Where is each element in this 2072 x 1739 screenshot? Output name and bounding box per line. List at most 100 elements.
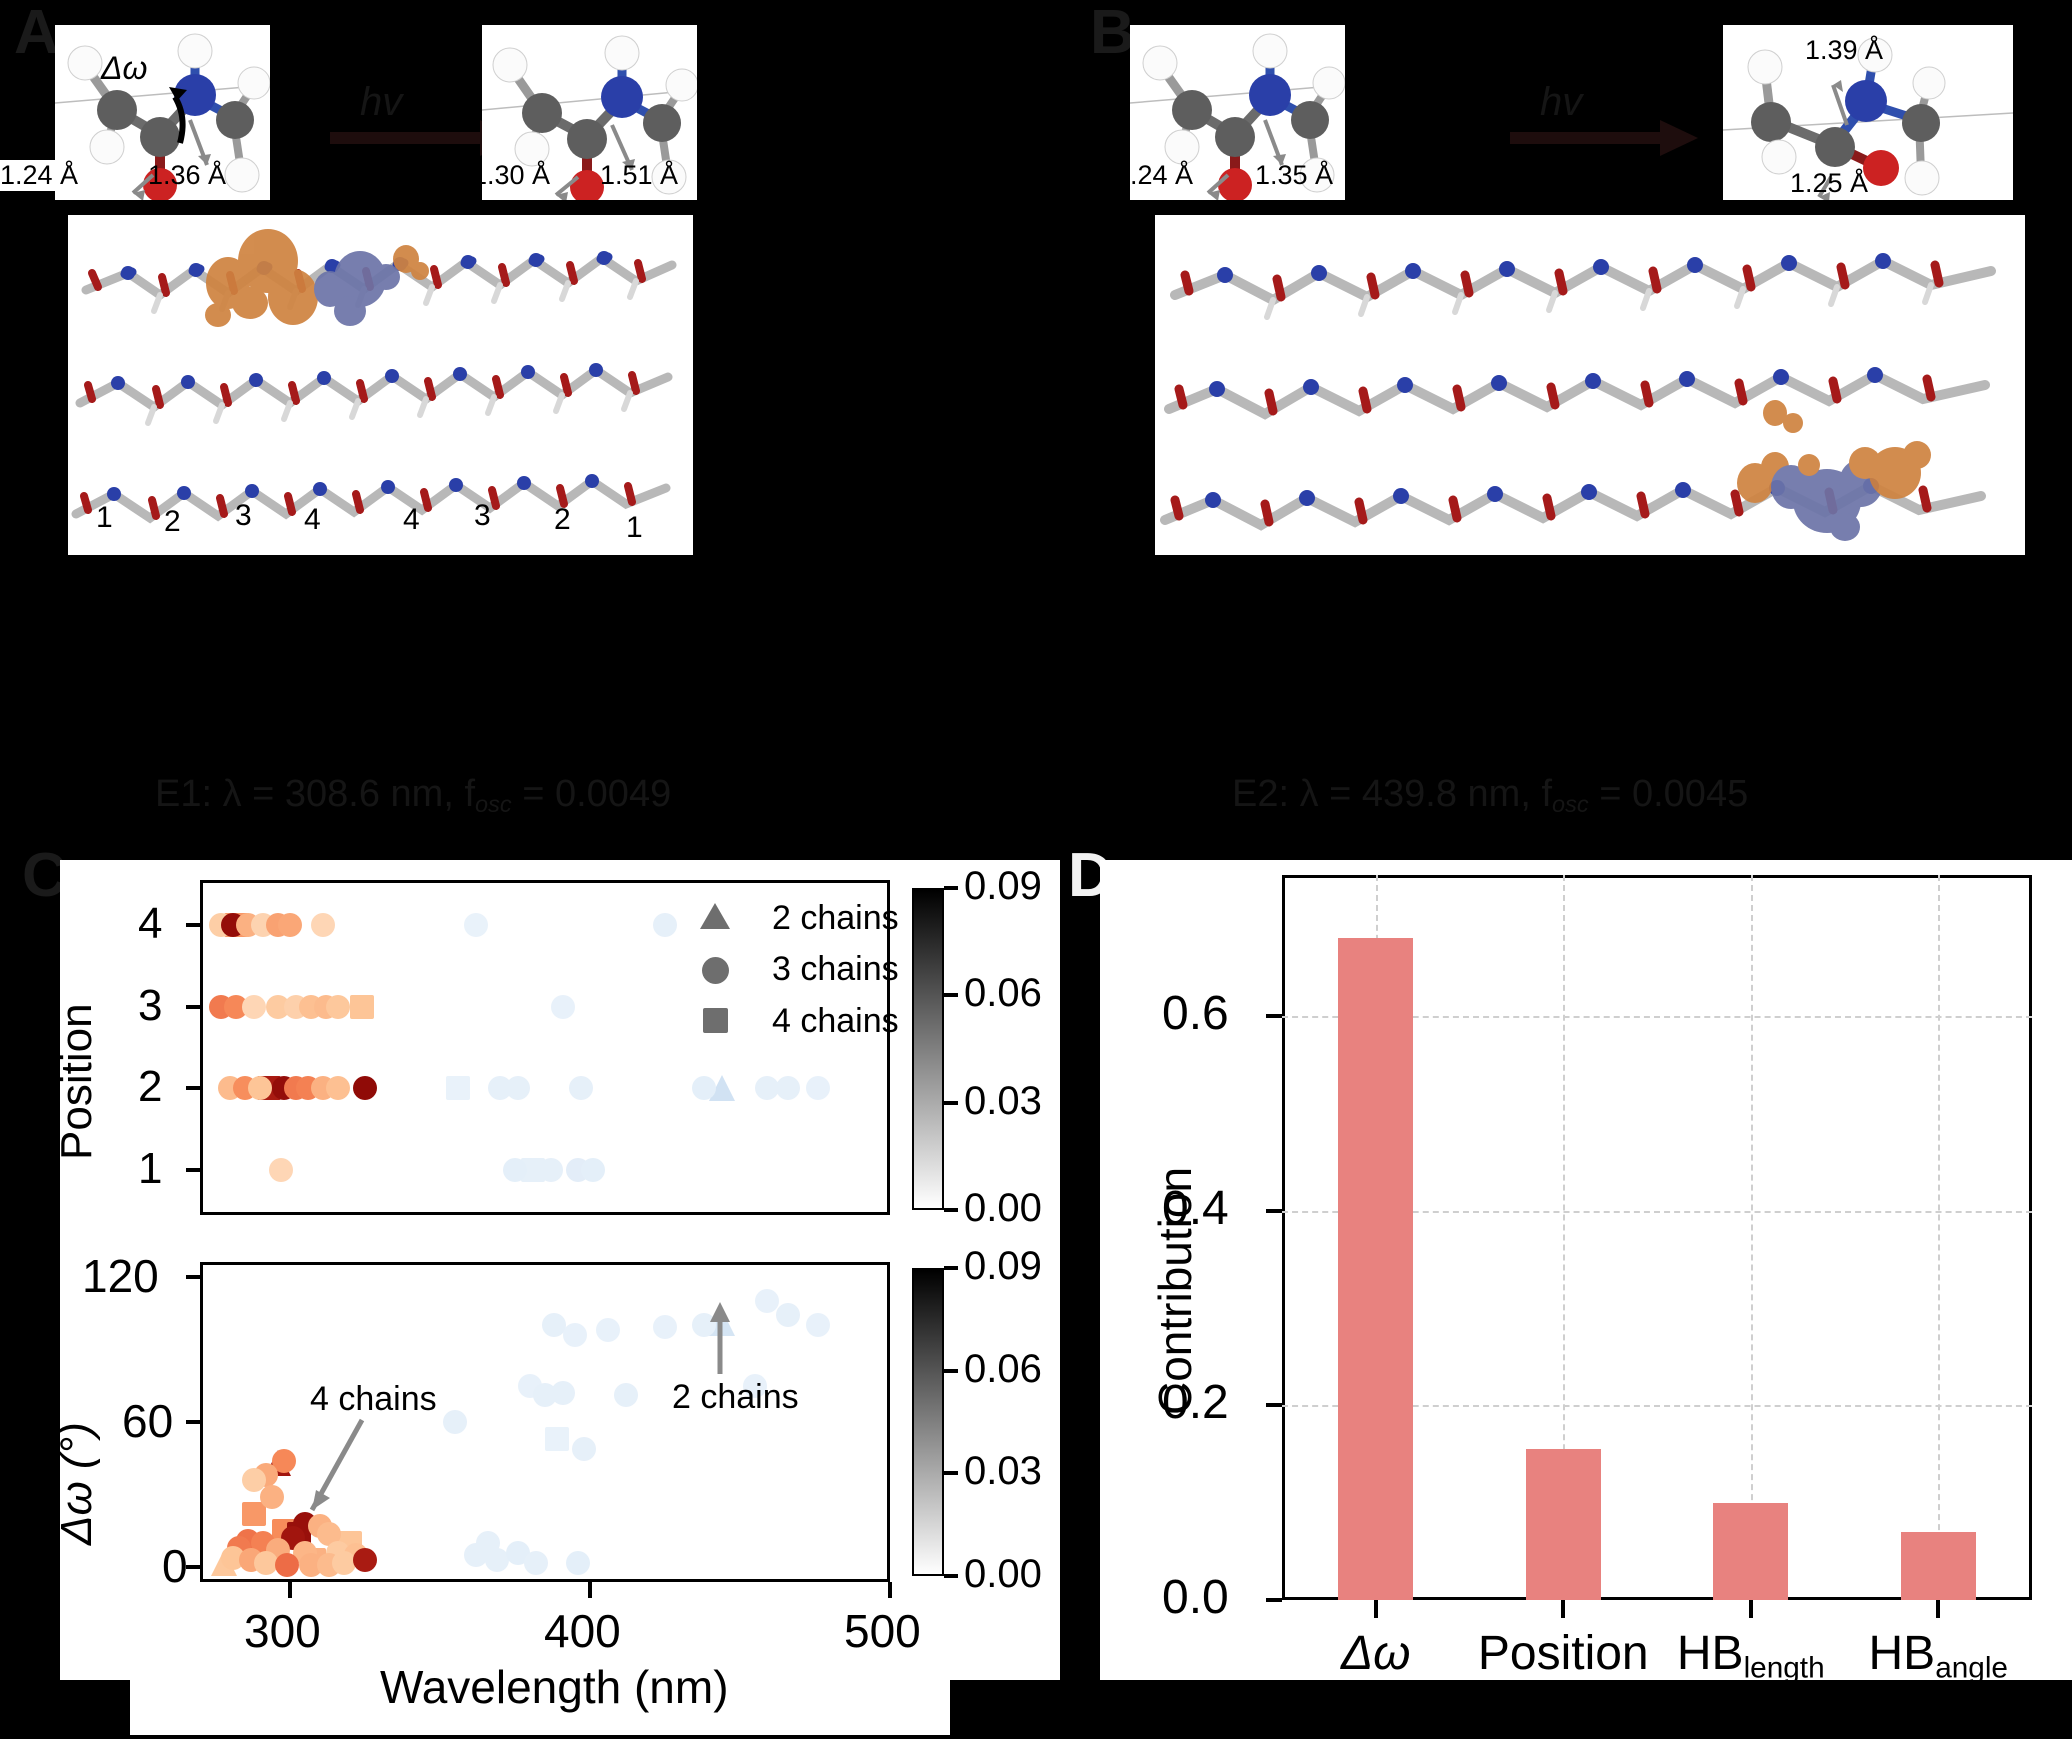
molecule-render-a-excited (482, 35, 697, 200)
panel-c-top-ytick-label: 2 (138, 1062, 163, 1112)
panel-c-bottom-cbar-tick (944, 1471, 958, 1476)
scatter-point (443, 1410, 467, 1434)
panel-c-bottom-ytick-label: 120 (82, 1249, 159, 1302)
scatter-point (692, 1313, 716, 1338)
annotation-2-chains-arrow (710, 1302, 730, 1374)
scatter-point (446, 1076, 470, 1101)
delta-omega-label-a: Δω (101, 50, 148, 86)
panel-b-right-bond-label-2: 1.25 Å (1790, 168, 1869, 198)
scatter-point (776, 1303, 800, 1328)
legend-marker-triangle-icon (700, 903, 730, 929)
panel-c-top-ytick (186, 922, 200, 927)
panel-b-left-bond-label-1: 1.24 Å (1115, 160, 1194, 190)
panel-c-xlabel: Wavelength (nm) (380, 1661, 729, 1713)
photon-arrow-b: hv (1510, 80, 1700, 160)
scatter-point (692, 1076, 716, 1101)
panel-c-bottom-ytick-label: 60 (122, 1395, 174, 1447)
panel-a-right-bond-label-2: 1.51 Å (600, 160, 679, 190)
legend-marker-circle-icon (702, 957, 729, 984)
panel-d-xtick-label: Position (1477, 1627, 1649, 1680)
scatter-point (332, 1550, 356, 1575)
panel-b-caption: E2: λ = 439.8 nm, fosc = 0.0045 (1232, 773, 1748, 818)
panel-c-top-ytick (186, 1004, 200, 1009)
molecule-render-b-excited (1723, 37, 2013, 200)
scatter-point (506, 1076, 530, 1101)
panel-c-bottom-xtick (888, 1582, 892, 1598)
bar (1338, 938, 1414, 1600)
panel-a-chain-box: 1 2 3 4 4 3 2 1 (68, 215, 693, 555)
scatter-point (254, 1550, 278, 1575)
panel-c-bottom-xtick-label: 400 (544, 1605, 621, 1657)
panel-c-top-cbar-label: 0.06 (964, 971, 1042, 1016)
panel-d-ytick-label: 0.6 (1162, 987, 1229, 1041)
panel-d-ytick-label: 0.0 (1162, 1571, 1229, 1624)
panel-c-bottom-cbar-label: 0.09 (964, 1244, 1042, 1288)
panel-d-gridline (1282, 1210, 2032, 1213)
scatter-point (653, 912, 677, 937)
scatter-point (485, 1548, 509, 1573)
scatter-point (353, 1548, 377, 1573)
residue-number-8: 1 (626, 511, 643, 544)
scatter-point (260, 1485, 284, 1510)
residue-number-6: 3 (474, 499, 491, 532)
panel-c-bottom-cbar-label: 0.03 (964, 1449, 1042, 1494)
panel-c-top-colorbar (912, 888, 944, 1210)
panel-a-left-bond-label-1: 1.24 Å (0, 160, 81, 191)
panel-c-bottom-xtick (288, 1582, 292, 1598)
residue-number-7: 2 (554, 503, 571, 536)
scatter-point (545, 1426, 569, 1451)
scatter-point (524, 1550, 548, 1575)
panel-c-bottom-cbar-label: 0.06 (964, 1346, 1042, 1391)
panel-c-top-ytick-label: 1 (138, 1144, 163, 1194)
panel-b-caption-sub: osc (1552, 790, 1589, 817)
panel-c-top-ytick (186, 1086, 200, 1091)
panel-b-chain-box (1155, 215, 2025, 555)
residue-number-5: 4 (403, 503, 420, 536)
panel-d-ytick-label: 0.4 (1162, 1181, 1229, 1235)
annotation-4-chains: 4 chains (310, 1380, 437, 1418)
panel-c-top-ytick (186, 1168, 200, 1173)
panel-b-caption-main: E2: λ = 439.8 nm, f (1232, 773, 1553, 815)
panel-c-top-cbar-label: 0.03 (964, 1078, 1042, 1123)
molecule-render-a-reactant (55, 33, 270, 200)
bar (1525, 1449, 1601, 1600)
bar (1900, 1531, 1976, 1600)
scatter-point (776, 1076, 800, 1101)
scatter-point (311, 912, 335, 937)
scatter-point (572, 1436, 596, 1461)
panel-c-bottom-cbar-tick (944, 1266, 958, 1270)
scatter-point (326, 994, 350, 1019)
bar (1713, 1502, 1789, 1600)
scatter-point (743, 1373, 767, 1398)
scatter-point (353, 1076, 377, 1101)
panel-d-gridline-v (1938, 875, 1941, 1600)
scatter-point (806, 1076, 830, 1101)
scatter-point (596, 1317, 620, 1342)
panel-b-right-bond-label-1: 1.39 Å (1805, 35, 1884, 65)
panel-a-left-inset: Δω (55, 25, 270, 200)
scatter-point (248, 1076, 272, 1101)
residue-number-1: 1 (96, 501, 113, 534)
panel-c-bottom-colorbar (912, 1268, 944, 1576)
panel-d-gridline-v (1750, 875, 1753, 1600)
panel-d-xtick-label: HBangle (1868, 1627, 2008, 1685)
panel-d-gridline-v (1563, 875, 1566, 1600)
molecule-render-b-reactant (1130, 33, 1345, 200)
panel-c-bottom-ytick-label: 0 (162, 1540, 188, 1593)
scatter-point (566, 1550, 590, 1575)
panel-c-top-ytick-label: 4 (138, 898, 163, 948)
scatter-point (326, 1076, 350, 1101)
scatter-point (350, 994, 374, 1019)
panel-letter-b: B (1090, 0, 1135, 67)
annotation-4-chains-arrow (309, 1418, 365, 1512)
panel-a-left-bond-label-2: 1.36 Å (148, 160, 227, 190)
panel-b-left-inset (1130, 25, 1345, 200)
panel-c-top-ylabel: Position (52, 1003, 101, 1160)
panel-a-caption-main: E1: λ = 308.6 nm, f (155, 773, 476, 815)
panel-letter-a: A (14, 0, 59, 67)
scatter-point (242, 1502, 266, 1527)
panel-c-top-cbar-label: 0.00 (964, 1186, 1042, 1230)
scatter-point (278, 912, 302, 937)
panel-c-top-cbar-tick (944, 993, 958, 998)
panel-c-top-cbar-tick (944, 1208, 958, 1212)
